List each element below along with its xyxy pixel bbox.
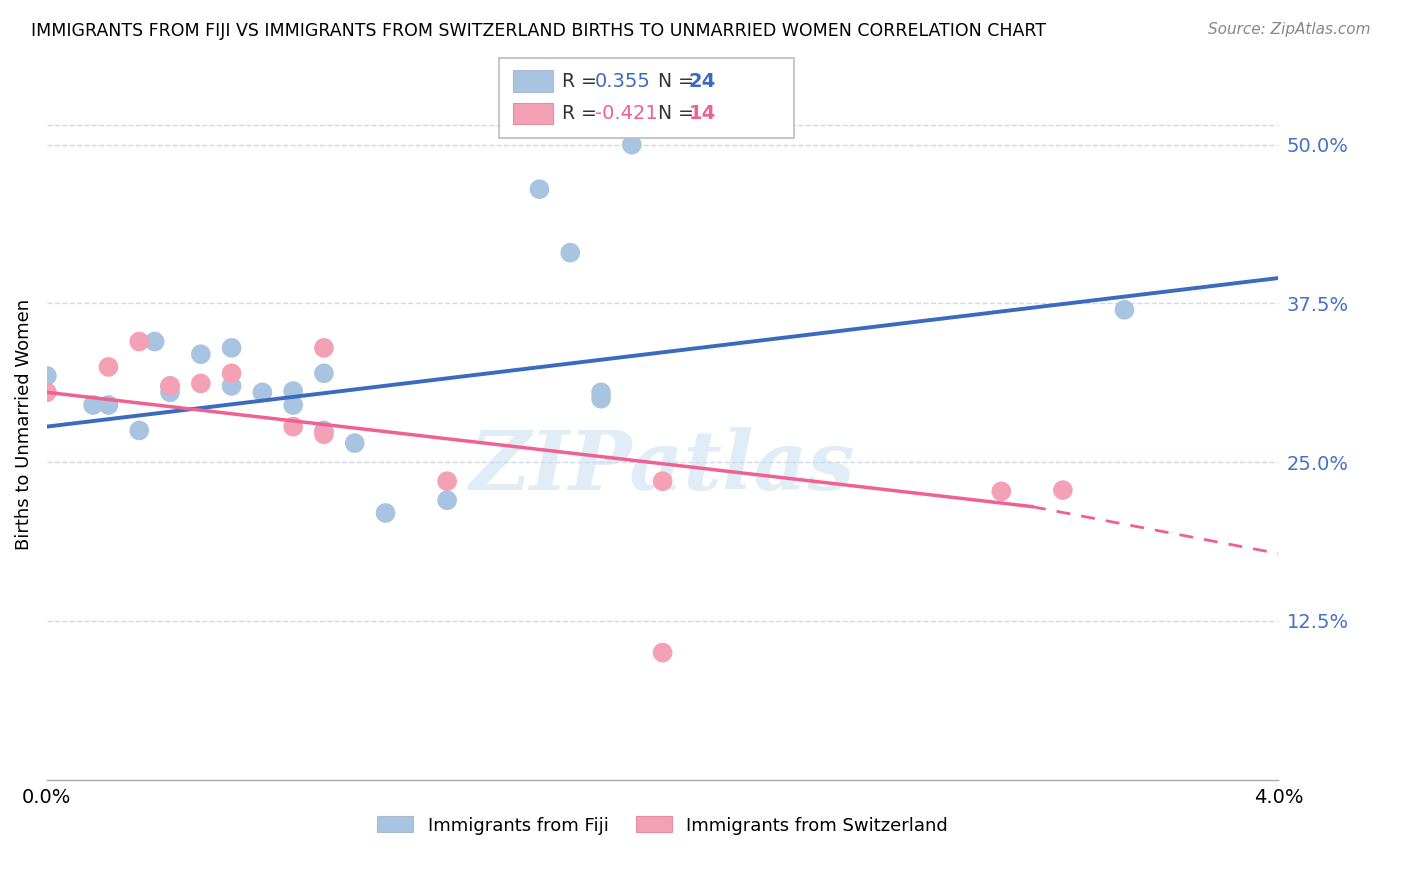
Point xyxy=(651,646,673,660)
Point xyxy=(436,474,458,488)
Legend: Immigrants from Fiji, Immigrants from Switzerland: Immigrants from Fiji, Immigrants from Sw… xyxy=(377,816,948,835)
Point xyxy=(283,398,305,412)
Point xyxy=(221,366,243,380)
Point xyxy=(190,347,212,361)
Y-axis label: Births to Unmarried Women: Births to Unmarried Women xyxy=(15,299,32,549)
Point xyxy=(128,424,150,438)
Point xyxy=(190,376,212,391)
Point xyxy=(159,379,181,393)
Point xyxy=(529,182,551,196)
Point xyxy=(35,385,58,400)
Point xyxy=(990,484,1012,499)
Point xyxy=(589,392,612,406)
Point xyxy=(128,334,150,349)
Point xyxy=(1052,483,1074,497)
Text: ZIPatlas: ZIPatlas xyxy=(470,426,855,507)
Point xyxy=(221,379,243,393)
Point xyxy=(159,385,181,400)
Text: 14: 14 xyxy=(689,103,716,123)
Point xyxy=(221,341,243,355)
Point xyxy=(97,359,120,374)
Point xyxy=(143,334,166,349)
Text: IMMIGRANTS FROM FIJI VS IMMIGRANTS FROM SWITZERLAND BIRTHS TO UNMARRIED WOMEN CO: IMMIGRANTS FROM FIJI VS IMMIGRANTS FROM … xyxy=(31,22,1046,40)
Point xyxy=(312,341,335,355)
Text: N =: N = xyxy=(658,71,700,91)
Point xyxy=(82,398,104,412)
Text: N =: N = xyxy=(658,103,700,123)
Point xyxy=(97,398,120,412)
Point xyxy=(436,493,458,508)
Point xyxy=(560,245,582,260)
Point xyxy=(589,385,612,400)
Point xyxy=(312,427,335,442)
Text: 0.355: 0.355 xyxy=(595,71,651,91)
Point xyxy=(252,385,274,400)
Text: R =: R = xyxy=(562,71,603,91)
Point xyxy=(374,506,396,520)
Text: 24: 24 xyxy=(689,71,716,91)
Point xyxy=(283,419,305,434)
Point xyxy=(651,474,673,488)
Point xyxy=(343,436,366,450)
Point xyxy=(312,424,335,438)
Point xyxy=(283,384,305,398)
Point xyxy=(1114,302,1136,317)
Text: R =: R = xyxy=(562,103,603,123)
Point xyxy=(312,366,335,380)
Text: Source: ZipAtlas.com: Source: ZipAtlas.com xyxy=(1208,22,1371,37)
Point xyxy=(35,368,58,383)
Text: -0.421: -0.421 xyxy=(595,103,658,123)
Point xyxy=(159,379,181,393)
Point xyxy=(620,137,643,152)
